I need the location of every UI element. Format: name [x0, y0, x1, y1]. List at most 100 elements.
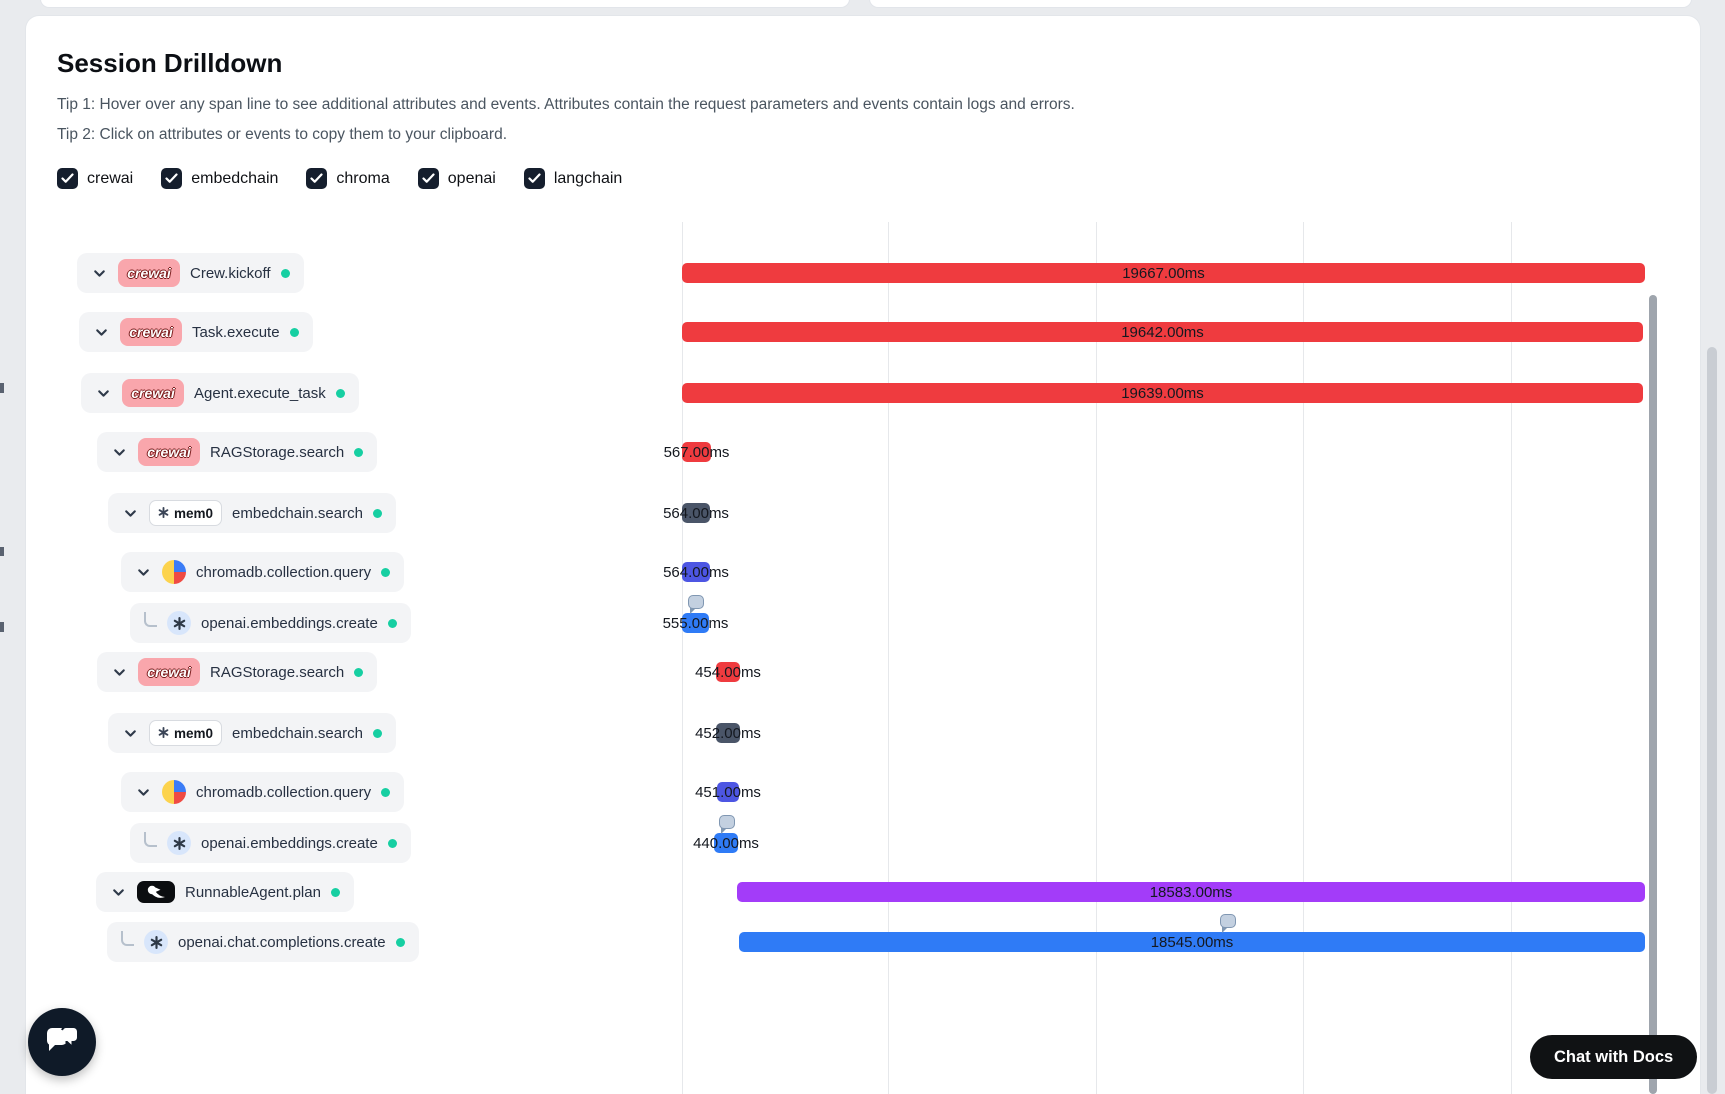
duration-label: 454.00ms	[695, 663, 761, 681]
span-tree-label[interactable]: chromadb.collection.query	[121, 772, 405, 812]
span-row: openai.embeddings.create 440.00ms	[0, 815, 1725, 865]
duration-label: 452.00ms	[695, 724, 761, 742]
duration-label: 451.00ms	[695, 783, 761, 801]
duration-label: 19667.00ms	[1122, 264, 1205, 282]
span-duration-bar[interactable]: 18545.00ms	[739, 932, 1645, 952]
status-dot	[289, 327, 299, 337]
chevron-down-icon[interactable]	[93, 324, 110, 341]
duration-label: 18545.00ms	[1150, 933, 1234, 951]
status-dot	[395, 937, 405, 947]
tree-connector-icon	[144, 831, 157, 847]
duration-label: 19642.00ms	[1121, 323, 1204, 341]
waterfall-scrollbar[interactable]	[1649, 295, 1657, 1094]
span-tree-label[interactable]: openai.chat.completions.create	[107, 922, 419, 962]
span-name: RAGStorage.search	[210, 443, 345, 461]
chevron-down-icon[interactable]	[135, 784, 152, 801]
span-duration-bar[interactable]: 451.00ms	[695, 782, 761, 802]
chevron-down-icon[interactable]	[122, 505, 139, 522]
event-bubble-icon[interactable]	[688, 595, 704, 614]
span-tree-label[interactable]: openai.embeddings.create	[130, 823, 411, 863]
mem0-logo-icon: mem0	[149, 500, 223, 526]
span-row: mem0 embedchain.search 564.00ms	[0, 491, 1725, 535]
framework-filters: crewai embedchain chroma openai langchai…	[57, 168, 622, 189]
span-duration-bar[interactable]: 19667.00ms	[682, 263, 1645, 283]
event-bubble-icon[interactable]	[1220, 914, 1236, 933]
span-row: chromadb.collection.query 564.00ms	[0, 550, 1725, 594]
chevron-down-icon[interactable]	[135, 564, 152, 581]
span-duration-bar[interactable]: 19639.00ms	[682, 383, 1643, 403]
span-duration-bar[interactable]: 564.00ms	[663, 562, 729, 582]
span-name: Agent.execute_task	[194, 384, 326, 402]
span-duration-bar[interactable]: 18583.00ms	[737, 882, 1645, 902]
crewai-logo-icon: crewai	[120, 318, 182, 346]
timeline-gridline	[682, 222, 683, 1094]
span-tree-label[interactable]: RunnableAgent.plan	[96, 872, 354, 912]
event-bubble-icon[interactable]	[719, 815, 735, 834]
span-tree-label[interactable]: crewai RAGStorage.search	[97, 652, 378, 692]
span-tree-label[interactable]: crewai RAGStorage.search	[97, 432, 378, 472]
filter-label: openai	[447, 169, 496, 187]
langchain-logo-icon	[137, 881, 175, 903]
checkbox-checked-icon[interactable]	[417, 168, 439, 189]
span-duration-bar[interactable]: 567.00ms	[664, 442, 729, 462]
span-name: RunnableAgent.plan	[185, 883, 321, 901]
status-dot	[387, 618, 397, 628]
filter-openai[interactable]: openai	[417, 168, 496, 189]
chat-bubbles-icon	[47, 1026, 79, 1051]
openai-logo-icon	[167, 831, 191, 855]
span-duration-bar[interactable]: 564.00ms	[663, 503, 729, 523]
span-row: crewai RAGStorage.search 454.00ms	[0, 650, 1725, 694]
span-tree-label[interactable]: crewai Crew.kickoff	[77, 253, 304, 293]
mem0-mark-icon	[158, 726, 169, 741]
status-dot	[330, 887, 340, 897]
chevron-down-icon[interactable]	[95, 385, 112, 402]
checkbox-checked-icon[interactable]	[57, 168, 78, 189]
span-name: openai.embeddings.create	[201, 614, 378, 632]
chevron-down-icon[interactable]	[91, 265, 108, 282]
chevron-down-icon[interactable]	[122, 725, 139, 742]
status-dot	[335, 388, 345, 398]
span-tree-label[interactable]: mem0 embedchain.search	[108, 713, 396, 753]
crewai-logo-icon: crewai	[122, 379, 184, 407]
page-title: Session Drilldown	[57, 48, 283, 78]
span-row: openai.embeddings.create 555.00ms	[0, 595, 1725, 645]
filter-crewai[interactable]: crewai	[57, 168, 133, 189]
mem0-mark-icon	[158, 506, 169, 521]
span-name: embedchain.search	[232, 504, 363, 522]
duration-label: 19639.00ms	[1121, 384, 1204, 402]
span-duration-bar[interactable]: 555.00ms	[663, 613, 728, 633]
chat-widget-button[interactable]	[28, 1008, 96, 1076]
chroma-logo-icon	[162, 780, 186, 804]
status-dot	[381, 567, 391, 577]
page-scrollbar[interactable]	[1707, 347, 1717, 1094]
span-duration-bar[interactable]: 440.00ms	[693, 833, 759, 853]
filter-embedchain[interactable]: embedchain	[161, 168, 278, 189]
span-tree-label[interactable]: mem0 embedchain.search	[108, 493, 396, 533]
chevron-down-icon[interactable]	[111, 444, 128, 461]
edge-fragment	[0, 383, 4, 393]
chevron-down-icon[interactable]	[110, 884, 127, 901]
span-tree-label[interactable]: crewai Task.execute	[79, 312, 313, 352]
timeline-gridline	[1511, 222, 1512, 1094]
checkbox-checked-icon[interactable]	[306, 168, 328, 189]
timeline-gridline	[1303, 222, 1304, 1094]
chevron-down-icon[interactable]	[111, 664, 128, 681]
checkbox-checked-icon[interactable]	[161, 168, 183, 189]
span-tree-label[interactable]: chromadb.collection.query	[121, 552, 405, 592]
edge-fragment	[0, 547, 4, 556]
status-dot	[354, 667, 364, 677]
span-tree-label[interactable]: crewai Agent.execute_task	[81, 373, 359, 413]
timeline-gridline	[1096, 222, 1097, 1094]
checkbox-checked-icon[interactable]	[523, 168, 545, 189]
chat-with-docs-button[interactable]: Chat with Docs	[1530, 1035, 1698, 1079]
span-duration-bar[interactable]: 19642.00ms	[682, 322, 1643, 342]
span-row: RunnableAgent.plan 18583.00ms	[0, 870, 1725, 914]
span-tree-label[interactable]: openai.embeddings.create	[130, 603, 411, 643]
span-row: chromadb.collection.query 451.00ms	[0, 770, 1725, 814]
span-duration-bar[interactable]: 454.00ms	[695, 662, 761, 682]
filter-langchain[interactable]: langchain	[523, 168, 622, 189]
span-duration-bar[interactable]: 452.00ms	[695, 723, 761, 743]
filter-chroma[interactable]: chroma	[306, 168, 390, 189]
span-name: openai.chat.completions.create	[178, 933, 386, 951]
